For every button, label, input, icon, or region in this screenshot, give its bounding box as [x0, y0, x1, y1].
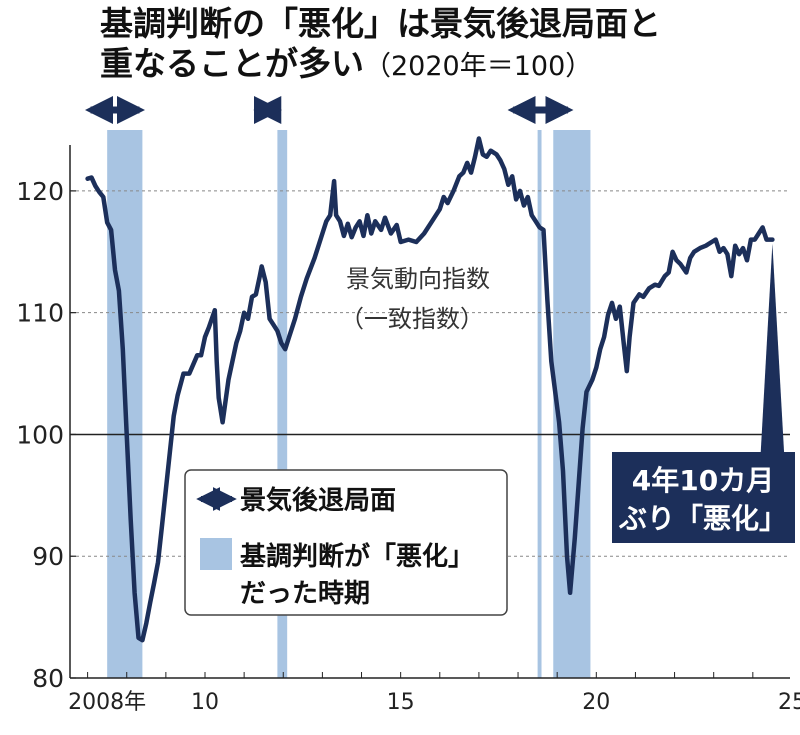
series-label: 景気動向指数: [346, 265, 490, 293]
callout-pointer: [760, 243, 785, 458]
y-tick-label: 90: [32, 542, 64, 571]
title-line-1: 基調判断の「悪化」は景気後退局面と: [100, 4, 661, 43]
y-tick-label: 120: [16, 177, 64, 206]
axes: 80 90 100 110 120 2008年 10 15 20 25: [16, 145, 800, 715]
deterioration-bands: [107, 130, 591, 678]
legend-box: [184, 469, 508, 616]
x-tick-label: 25: [778, 690, 800, 715]
title-line-2: 重なることが多い（2020年＝100）: [100, 44, 661, 87]
legend-recession-label: 景気後退局面: [240, 485, 396, 516]
y-tick-label: 110: [16, 299, 64, 328]
x-tick-label: 20: [582, 690, 610, 715]
chart-title: 基調判断の「悪化」は景気後退局面と 重なることが多い（2020年＝100）: [100, 4, 661, 87]
deterioration-band: [277, 130, 288, 678]
legend-deterioration-label-2: だった時期: [240, 579, 370, 609]
x-tick-label: 15: [387, 690, 415, 715]
title-unit: （2020年＝100）: [364, 51, 593, 82]
x-tick-label: 10: [191, 690, 219, 715]
callout-line-1: 4年10カ月: [632, 464, 774, 497]
series-line: [85, 136, 775, 643]
deterioration-band: [537, 130, 542, 678]
legend-deterioration-label-1: 基調判断が「悪化」: [240, 541, 474, 572]
legend-band-swatch: [200, 538, 232, 570]
y-tick-label: 100: [16, 420, 64, 449]
series-label-sub: （一致指数）: [340, 305, 484, 333]
x-tick-label: 2008年: [68, 690, 146, 715]
title-line-2-main: 重なることが多い: [100, 44, 364, 83]
y-tick-label: 80: [32, 664, 64, 693]
callout-line-2: ぶり「悪化」: [618, 502, 787, 535]
callout-box: [612, 452, 795, 543]
series-layer: [85, 136, 775, 643]
